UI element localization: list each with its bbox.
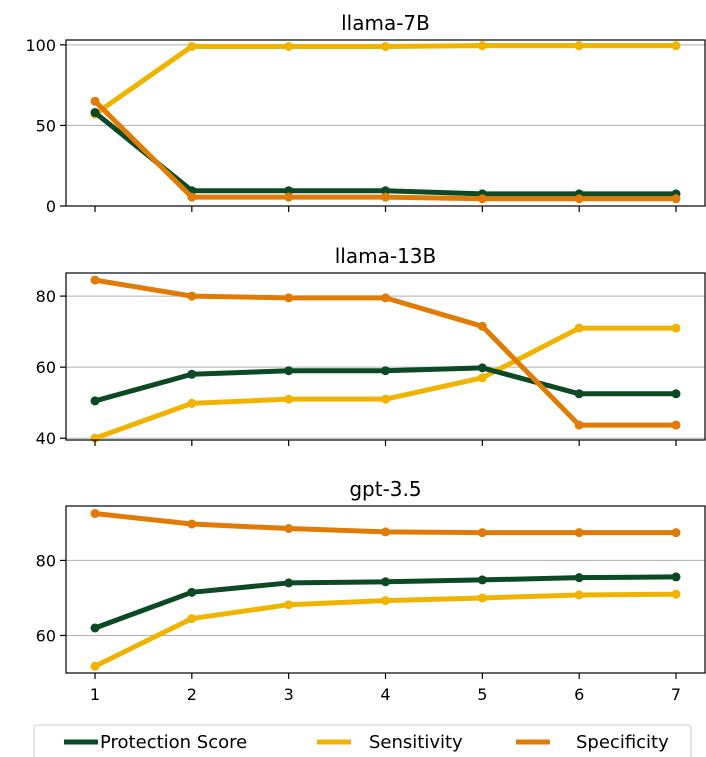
x-tick-label: 1 — [90, 685, 100, 704]
data-point-specificity — [284, 293, 294, 303]
data-point-specificity — [381, 527, 390, 537]
data-point-specificity — [477, 528, 487, 538]
data-point-protection-score — [671, 389, 681, 399]
data-point-specificity — [187, 519, 197, 529]
y-tick-label: 80 — [36, 551, 56, 570]
legend: Protection Score Sensitivity Specificity — [33, 724, 692, 757]
data-point-protection-score — [381, 366, 390, 376]
data-point-sensitivity — [477, 593, 487, 603]
panel-title: gpt-3.5 — [349, 477, 421, 501]
data-point-specificity — [381, 192, 390, 202]
x-tick-label: 7 — [671, 685, 681, 704]
data-point-sensitivity — [574, 590, 584, 600]
data-point-protection-score — [90, 108, 100, 118]
data-point-specificity — [671, 194, 681, 204]
panel-gpt-3-5: 60 80 gpt-3.5 1 2 3 4 5 6 7 — [36, 477, 706, 704]
data-point-protection-score — [574, 389, 584, 399]
data-point-specificity — [574, 420, 584, 430]
legend-label-protection-score: Protection Score — [100, 732, 247, 753]
y-tick-label: 0 — [46, 197, 56, 216]
data-point-sensitivity — [671, 41, 681, 51]
data-point-specificity — [187, 192, 197, 202]
data-point-sensitivity — [477, 41, 487, 51]
data-point-sensitivity — [284, 394, 294, 404]
data-point-specificity — [284, 524, 294, 534]
data-point-sensitivity — [187, 614, 197, 624]
data-point-specificity — [381, 293, 390, 303]
data-point-protection-score — [671, 572, 681, 582]
panel-llama-7b: 0 50 100 llama-7B — [25, 11, 706, 216]
series-line-protection-score — [92, 110, 679, 197]
data-point-sensitivity — [187, 41, 197, 51]
data-point-protection-score — [284, 578, 294, 588]
panel-title: llama-13B — [335, 244, 437, 268]
data-point-sensitivity — [90, 661, 100, 671]
data-point-protection-score — [381, 577, 390, 587]
data-point-sensitivity — [671, 589, 681, 599]
data-point-specificity — [90, 275, 100, 285]
data-point-specificity — [284, 192, 294, 202]
data-point-specificity — [574, 194, 584, 204]
data-point-specificity — [477, 321, 487, 331]
data-point-sensitivity — [477, 373, 487, 383]
panel-title: llama-7B — [341, 11, 430, 35]
data-point-sensitivity — [574, 323, 584, 333]
data-point-specificity — [671, 420, 681, 430]
legend-label-specificity: Specificity — [576, 732, 669, 753]
y-tick-label: 40 — [36, 429, 56, 448]
legend-label-sensitivity: Sensitivity — [369, 732, 463, 753]
data-point-sensitivity — [381, 41, 390, 51]
series-line-specificity — [92, 98, 679, 202]
x-tick-label: 3 — [284, 685, 294, 704]
data-point-sensitivity — [574, 41, 584, 51]
data-point-specificity — [90, 96, 100, 106]
data-point-sensitivity — [187, 398, 197, 408]
data-point-protection-score — [90, 396, 100, 406]
data-point-protection-score — [284, 366, 294, 376]
data-point-specificity — [671, 528, 681, 538]
y-tick-label: 60 — [36, 626, 56, 645]
data-point-specificity — [574, 528, 584, 538]
y-tick-label: 60 — [36, 358, 56, 377]
data-point-specificity — [187, 291, 197, 301]
data-point-sensitivity — [381, 596, 390, 606]
x-tick-label: 5 — [477, 685, 487, 704]
data-point-protection-score — [381, 186, 390, 196]
legend-frame — [33, 724, 692, 757]
series-line-sensitivity — [92, 43, 679, 117]
data-point-protection-score — [284, 186, 294, 196]
data-point-protection-score — [90, 623, 100, 633]
series-line-sensitivity — [92, 325, 679, 441]
data-point-sensitivity — [284, 41, 294, 51]
data-point-protection-score — [574, 573, 584, 583]
data-point-protection-score — [477, 575, 487, 585]
data-point-sensitivity — [284, 600, 294, 610]
y-tick-label: 100 — [25, 36, 56, 55]
data-point-protection-score — [477, 363, 487, 373]
data-point-specificity — [477, 194, 487, 204]
data-point-sensitivity — [671, 323, 681, 333]
x-tick-label: 6 — [574, 685, 584, 704]
panel-llama-13b: 40 60 80 llama-13B — [36, 244, 706, 448]
data-point-sensitivity — [381, 394, 390, 404]
data-point-protection-score — [187, 587, 197, 597]
x-tick-label: 4 — [380, 685, 390, 704]
x-tick-label: 2 — [187, 685, 197, 704]
y-tick-label: 50 — [36, 116, 56, 135]
data-point-specificity — [90, 509, 100, 519]
y-tick-label: 80 — [36, 287, 56, 306]
data-point-protection-score — [187, 369, 197, 379]
